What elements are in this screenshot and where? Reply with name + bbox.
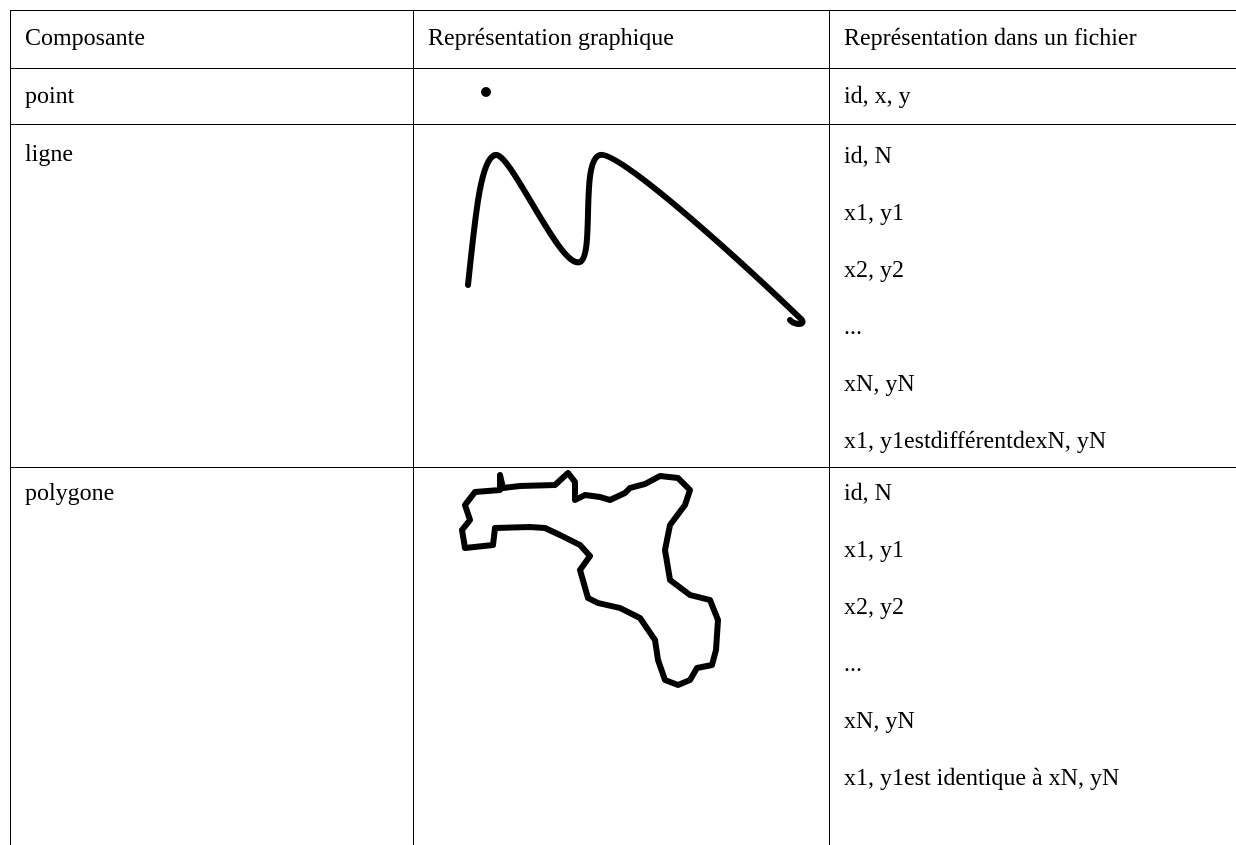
row-label: ligne: [25, 141, 73, 167]
border: [10, 124, 1236, 125]
file-line: xN, yN: [844, 708, 915, 734]
file-line: x1, y1: [844, 537, 904, 563]
border: [10, 10, 11, 845]
file-line: x1, y1est identique à xN, yN: [844, 765, 1120, 791]
row-label: point: [25, 83, 75, 109]
border: [10, 467, 1236, 468]
file-line: xN, yN: [844, 371, 915, 397]
file-line: x1, y1estdifférentdexN, yN: [844, 428, 1107, 454]
header-cell: Composante: [25, 25, 145, 51]
point-symbol: [481, 87, 491, 97]
file-line: ...: [844, 651, 862, 677]
file-line: x2, y2: [844, 257, 904, 283]
border: [829, 10, 830, 845]
border: [10, 10, 1236, 11]
header-cell: Représentation dans un fichier: [844, 25, 1137, 51]
file-line: x1, y1: [844, 200, 904, 226]
file-line: id, N: [844, 143, 892, 169]
file-line: id, x, y: [844, 83, 911, 109]
file-line: id, N: [844, 480, 892, 506]
line-symbol: [465, 151, 806, 327]
file-cell: id, x, y: [844, 68, 911, 125]
row-label: polygone: [25, 480, 115, 506]
polygon-symbol: [459, 470, 721, 688]
file-cell: id, N x1, y1 x2, y2... xN, yN x1, y1estdiffé…: [844, 128, 1106, 470]
file-line: x2, y2: [844, 594, 904, 620]
border: [10, 68, 1236, 69]
header-cell: Représentation graphique: [428, 25, 674, 51]
border: [413, 10, 414, 845]
file-cell: id, N x1, y1 x2, y2... xN, yN x1, y1est iden…: [844, 465, 1119, 807]
file-line: ...: [844, 314, 862, 340]
